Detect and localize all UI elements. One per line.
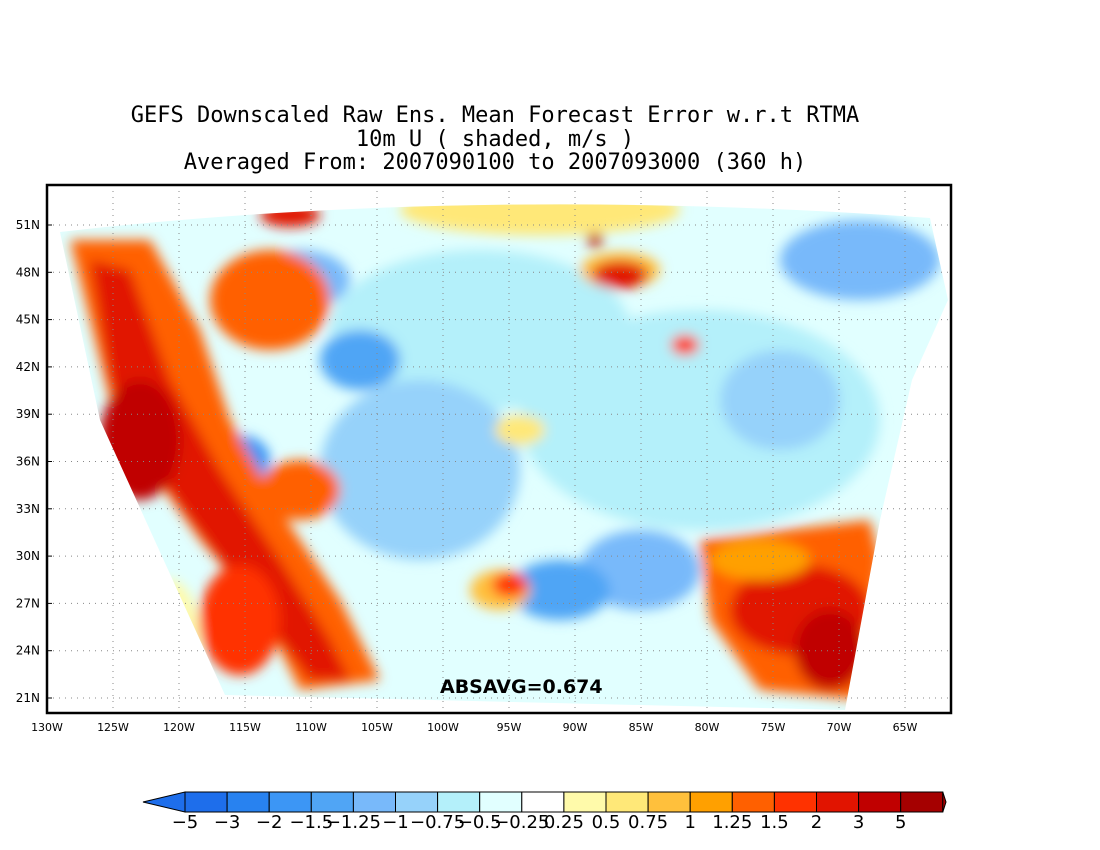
map-frame bbox=[45, 183, 953, 715]
lon-labels: 130W 125W 120W 115W 110W 105W 100W 95W 90W 85W 80W… bbox=[31, 721, 917, 734]
colorbar-arrow-left bbox=[142, 791, 186, 813]
colorbar-label: −2 bbox=[256, 812, 283, 833]
colorbar-bin bbox=[773, 791, 818, 813]
colorbar-bin bbox=[900, 791, 944, 813]
lon-label: 70W bbox=[827, 721, 852, 734]
lon-label: 120W bbox=[163, 721, 195, 734]
lon-label: 130W bbox=[31, 721, 63, 734]
colorbar-bin bbox=[563, 791, 607, 813]
lat-label: 30N bbox=[16, 549, 40, 563]
lat-label: 27N bbox=[16, 596, 40, 610]
colorbar-bin bbox=[268, 791, 312, 813]
colorbar-labels: −5 −3 −2 −1.5−1.25 −1 −0.75−0.5−0.250.25 0.5 0.… bbox=[172, 812, 907, 833]
colorbar-label: −0.5 bbox=[458, 812, 502, 833]
colorbar-bin bbox=[605, 791, 649, 813]
colorbar-label: −0.25 bbox=[494, 812, 549, 833]
lon-label: 105W bbox=[361, 721, 393, 734]
lat-label: 45N bbox=[16, 313, 40, 327]
map-title-line2: 10m U ( shaded, m/s ) bbox=[355, 127, 635, 152]
colorbar-bin bbox=[226, 791, 270, 813]
colorbar-bin bbox=[521, 791, 565, 813]
lat-label: 33N bbox=[16, 502, 40, 516]
colorbar-label: 5 bbox=[895, 812, 906, 833]
colorbar-label: 1 bbox=[684, 812, 695, 833]
colorbar-bin bbox=[310, 791, 354, 813]
colorbar-label: 3 bbox=[853, 812, 864, 833]
map-title-line3: Averaged From: 2007090100 to 2007093000 … bbox=[183, 150, 807, 175]
lon-label: 65W bbox=[893, 721, 918, 734]
map-title-line1: GEFS Downscaled Raw Ens. Mean Forecast E… bbox=[130, 103, 860, 128]
colorbar-label: 0.25 bbox=[544, 812, 584, 833]
lon-label: 85W bbox=[629, 721, 654, 734]
colorbar-label: 1.25 bbox=[712, 812, 752, 833]
lat-label: 42N bbox=[16, 360, 40, 374]
colorbar-label: −0.75 bbox=[410, 812, 465, 833]
colorbar-label: 1.5 bbox=[760, 812, 789, 833]
lat-label: 21N bbox=[16, 691, 40, 705]
colorbar-bin bbox=[184, 791, 228, 813]
lon-label: 115W bbox=[229, 721, 261, 734]
lat-label: 51N bbox=[16, 218, 40, 232]
lon-label: 110W bbox=[295, 721, 327, 734]
colorbar-label: 0.5 bbox=[592, 812, 621, 833]
lat-label: 48N bbox=[16, 265, 40, 279]
colorbar-bin bbox=[731, 791, 775, 813]
colorbar-label: −5 bbox=[172, 812, 199, 833]
colorbar-label: −1 bbox=[382, 812, 409, 833]
lon-label: 95W bbox=[497, 721, 522, 734]
colorbar-arrow-right bbox=[942, 791, 947, 813]
lat-labels: 51N 48N 45N 42N 39N 36N 33N 30N 27N 24N 21N bbox=[16, 218, 40, 705]
colorbar-bin bbox=[437, 791, 481, 813]
lon-label: 125W bbox=[97, 721, 129, 734]
colorbar-bin bbox=[395, 791, 439, 813]
colorbar-bin bbox=[689, 791, 733, 813]
lon-label: 75W bbox=[761, 721, 786, 734]
colorbar-bin bbox=[816, 791, 860, 813]
lon-label: 90W bbox=[563, 721, 588, 734]
lat-label: 36N bbox=[16, 455, 40, 469]
lon-label: 80W bbox=[695, 721, 720, 734]
colorbar-bin bbox=[352, 791, 396, 813]
shaded-field bbox=[60, 204, 948, 710]
colorbar-label: 0.75 bbox=[628, 812, 668, 833]
colorbar-bin bbox=[858, 791, 902, 813]
colorbar-bin bbox=[479, 791, 523, 813]
colorbar-label: −1.25 bbox=[326, 812, 381, 833]
colorbar bbox=[142, 791, 947, 813]
absavg-annotation: ABSAVG=0.674 bbox=[440, 676, 603, 698]
colorbar-label: −1.5 bbox=[289, 812, 333, 833]
lon-label: 100W bbox=[427, 721, 459, 734]
colorbar-label: −3 bbox=[214, 812, 241, 833]
lat-label: 39N bbox=[16, 407, 40, 421]
colorbar-bin bbox=[647, 791, 691, 813]
map-graticule bbox=[47, 185, 951, 713]
lat-label: 24N bbox=[16, 644, 40, 658]
colorbar-label: 2 bbox=[811, 812, 822, 833]
